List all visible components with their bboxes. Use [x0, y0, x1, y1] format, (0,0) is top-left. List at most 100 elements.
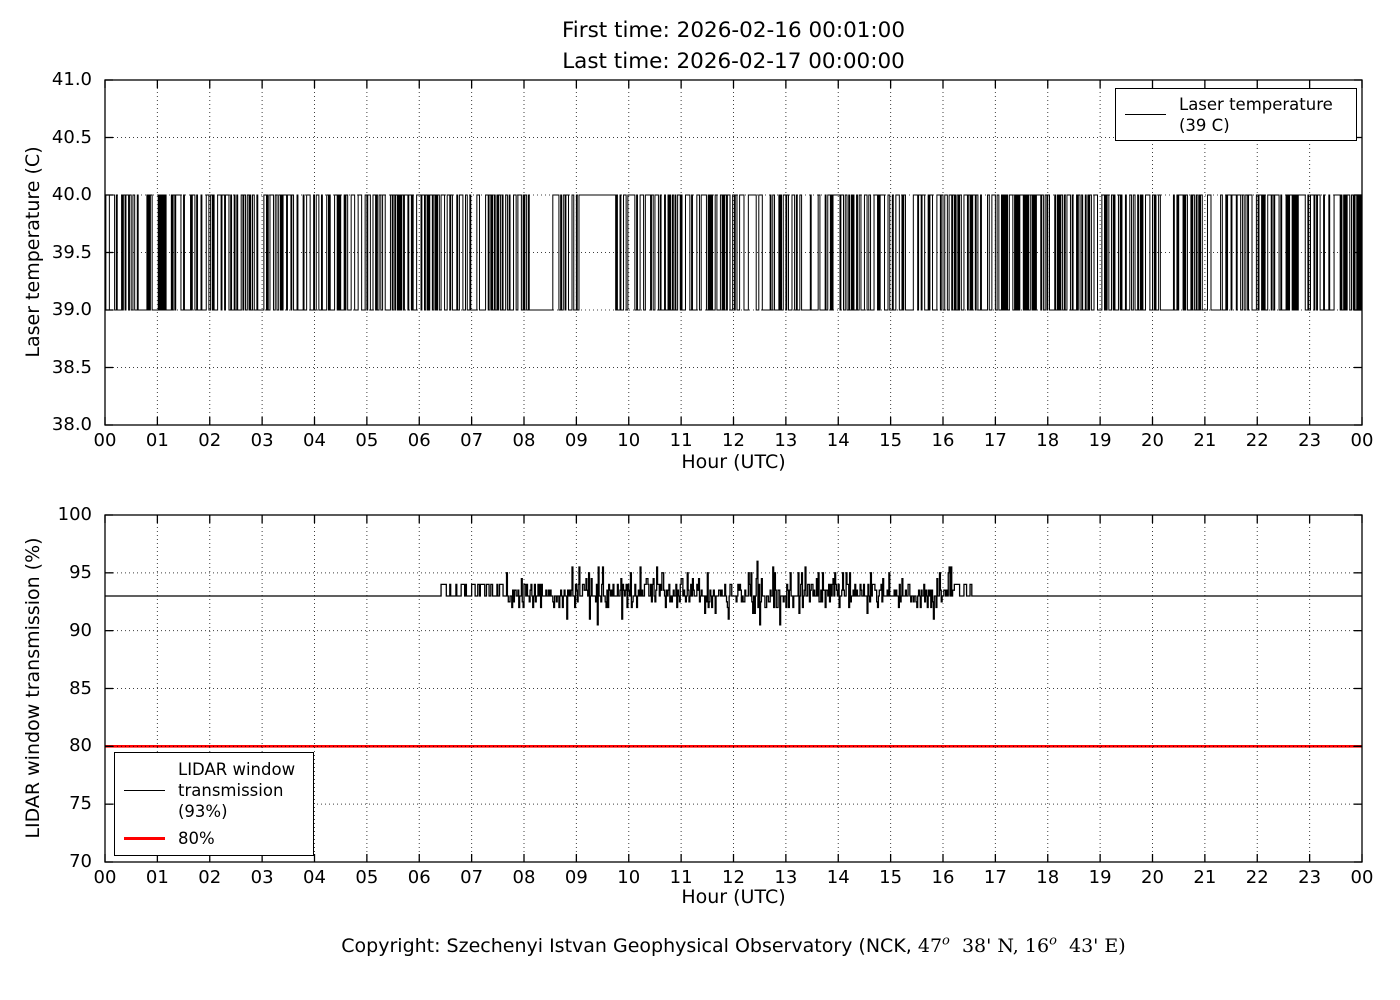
- laser-temperature-y-axis-label: Laser temperature (C): [22, 146, 44, 358]
- x-tick-label: 04: [303, 430, 326, 451]
- transmission-x-axis-label: Hour (UTC): [681, 886, 786, 908]
- copyright-prefix: Copyright: Szechenyi Istvan Geophysical …: [341, 935, 918, 957]
- x-tick-label: 12: [722, 867, 745, 888]
- copyright-text: Copyright: Szechenyi Istvan Geophysical …: [105, 935, 1362, 957]
- legend-label-line: (39 C): [1179, 115, 1230, 135]
- x-tick-label: 05: [355, 430, 379, 451]
- longitude-value: 16: [1024, 935, 1050, 957]
- laser-temperature-legend: Laser temperature (39 C): [1115, 88, 1357, 141]
- x-tick-label: 07: [460, 867, 484, 888]
- x-tick-label: 13: [774, 867, 798, 888]
- legend-label-line: Laser temperature: [1179, 94, 1333, 114]
- x-tick-label: 20: [1141, 430, 1164, 451]
- x-tick-label: 19: [1088, 430, 1112, 451]
- x-tick-label: 01: [145, 867, 169, 888]
- y-tick-label: 75: [69, 793, 92, 815]
- x-tick-label: 09: [564, 867, 588, 888]
- x-tick-label: 09: [564, 430, 588, 451]
- legend-label-line: LIDAR window: [178, 760, 296, 779]
- latitude-degrees: 47o 38' N, 16o 43' E): [918, 935, 1126, 957]
- x-tick-label: 00: [93, 430, 117, 451]
- x-tick-label: 08: [512, 430, 536, 451]
- legend-label-line: transmission: [178, 781, 284, 800]
- threshold-legend-label: 80%: [178, 829, 215, 848]
- axes-frame: [104, 79, 1363, 426]
- y-tick-label: 90: [69, 619, 92, 641]
- x-tick-label: 19: [1088, 867, 1112, 888]
- threshold-legend-item: 80%: [124, 828, 304, 849]
- x-tick-label: 11: [669, 867, 693, 888]
- x-tick-label: 03: [250, 867, 274, 888]
- x-tick-label: 03: [250, 430, 274, 451]
- x-tick-label: 18: [1036, 867, 1060, 888]
- y-tick-label: 38.0: [51, 414, 92, 435]
- transmission-plot: [104, 514, 1363, 863]
- y-tick-label: 39.0: [51, 299, 92, 320]
- y-tick-label: 41.0: [51, 69, 92, 90]
- x-tick-label: 10: [617, 430, 641, 451]
- y-tick-label: 40.0: [51, 184, 92, 205]
- x-tick-label: 00: [93, 867, 117, 888]
- grid-lines: [105, 80, 1362, 425]
- x-tick-label: 02: [198, 867, 222, 888]
- x-tick-label: 14: [826, 430, 850, 451]
- y-tick-label: 70: [69, 851, 92, 872]
- figure-title-first-time: First time: 2026-02-16 00:01:00: [561, 18, 906, 43]
- laser-temperature-legend-label: Laser temperature (39 C): [1179, 94, 1333, 136]
- x-tick-label: 14: [826, 867, 850, 888]
- x-tick-label: 12: [722, 430, 745, 451]
- x-tick-label: 16: [931, 430, 955, 451]
- transmission-legend: LIDAR window transmission (93%) 80%: [114, 752, 314, 856]
- transmission-y-axis-label: LIDAR window transmission (%): [22, 537, 44, 839]
- y-tick-label: 100: [57, 504, 92, 525]
- x-tick-label: 06: [407, 867, 431, 888]
- legend-label-line: (93%): [178, 802, 228, 821]
- y-tick-label: 85: [69, 677, 92, 699]
- x-tick-label: 08: [512, 867, 536, 888]
- x-tick-label: 13: [774, 430, 798, 451]
- x-tick-label: 00: [1350, 867, 1374, 888]
- x-tick-label: 10: [617, 867, 641, 888]
- figure-title-last-time: Last time: 2026-02-17 00:00:00: [562, 49, 905, 74]
- laser-temperature-plot: [104, 79, 1363, 426]
- y-tick-label: 39.5: [51, 241, 92, 263]
- laser-temperature-legend-line-sample: [1125, 114, 1166, 115]
- longitude-minutes: 43' E): [1056, 935, 1126, 957]
- x-tick-label: 02: [198, 430, 222, 451]
- x-tick-label: 21: [1193, 867, 1217, 888]
- transmission-legend-label: LIDAR window transmission (93%): [178, 759, 295, 822]
- x-tick-label: 01: [145, 430, 169, 451]
- x-tick-label: 07: [460, 430, 484, 451]
- x-tick-label: 15: [879, 430, 903, 451]
- x-tick-label: 21: [1193, 430, 1217, 451]
- x-tick-label: 04: [303, 867, 326, 888]
- y-tick-label: 38.5: [51, 356, 92, 378]
- x-tick-label: 22: [1245, 430, 1269, 451]
- latitude-minutes: 38' N,: [949, 935, 1025, 957]
- x-tick-label: 23: [1298, 430, 1322, 451]
- transmission-series: [105, 560, 1362, 626]
- y-tick-label: 80: [69, 735, 92, 757]
- threshold-legend-line-sample: [124, 837, 165, 840]
- x-tick-label: 00: [1350, 430, 1374, 451]
- grid-lines: [105, 515, 1362, 862]
- x-tick-label: 15: [879, 867, 903, 888]
- degree-symbol: o: [1049, 933, 1057, 949]
- latitude-value: 47: [917, 935, 943, 957]
- y-tick-label: 40.5: [51, 126, 92, 148]
- y-tick-label: 95: [69, 561, 92, 583]
- x-tick-label: 11: [669, 430, 693, 451]
- transmission-legend-line-sample: [124, 790, 165, 791]
- x-tick-label: 17: [983, 867, 1007, 888]
- x-tick-label: 06: [407, 430, 431, 451]
- x-tick-label: 05: [355, 867, 379, 888]
- degree-symbol: o: [942, 933, 950, 949]
- x-tick-label: 17: [983, 430, 1007, 451]
- x-tick-label: 20: [1141, 867, 1164, 888]
- x-tick-label: 22: [1245, 867, 1269, 888]
- x-tick-label: 16: [931, 867, 955, 888]
- laser-temperature-x-axis-label: Hour (UTC): [681, 451, 786, 473]
- x-tick-label: 18: [1036, 430, 1060, 451]
- x-tick-label: 23: [1298, 867, 1322, 888]
